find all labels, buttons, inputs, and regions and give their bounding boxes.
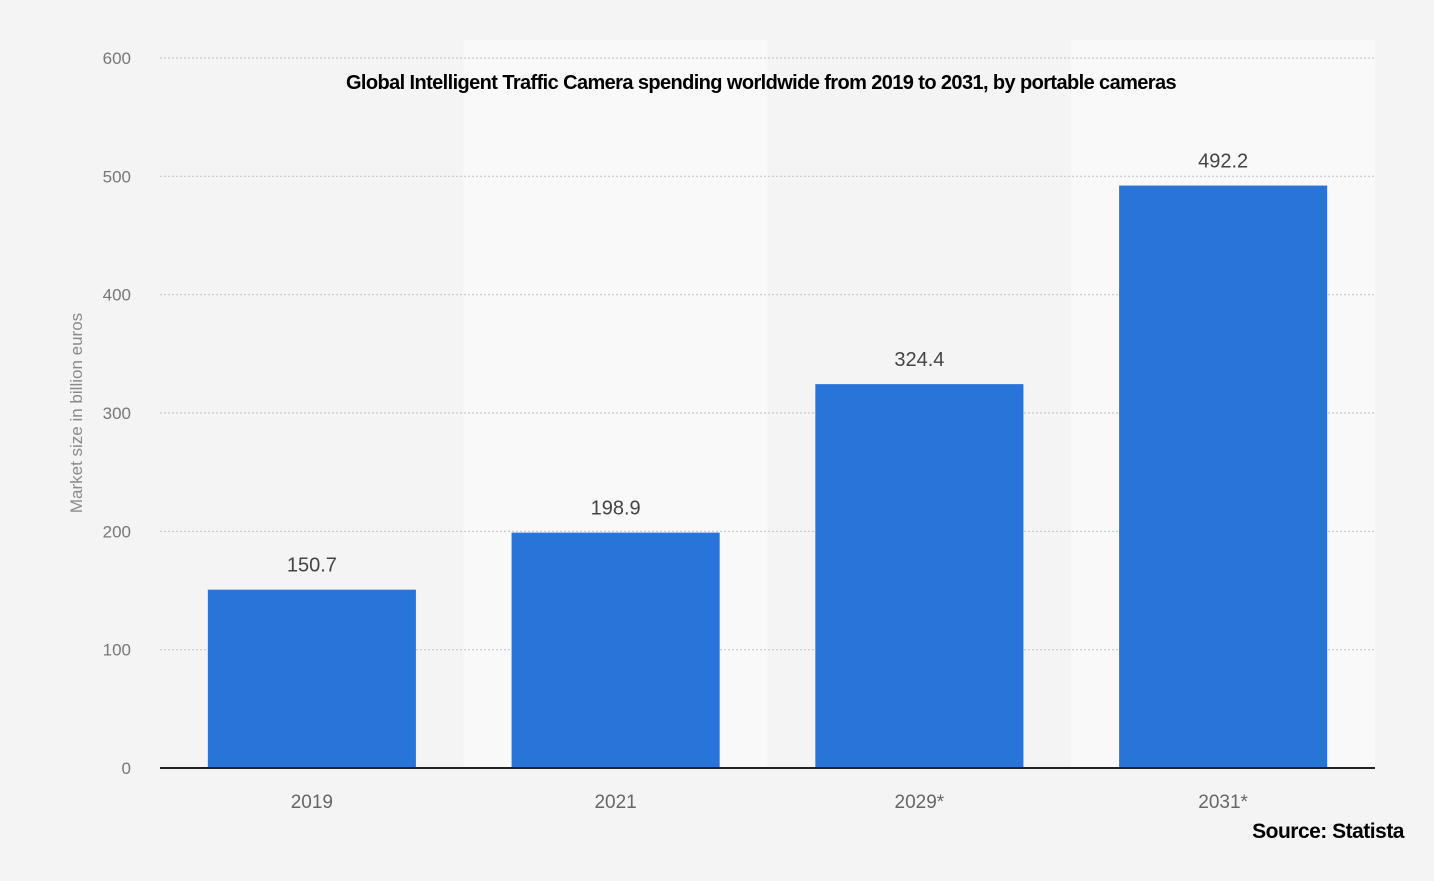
y-tick-label: 600 <box>103 49 131 68</box>
data-label: 492.2 <box>1198 151 1248 173</box>
data-label: 198.9 <box>591 498 641 520</box>
bar-2031-forecast <box>1119 185 1328 768</box>
y-tick-label: 200 <box>103 522 131 541</box>
x-tick-label: 2019 <box>291 792 333 813</box>
data-label: 150.7 <box>287 555 337 577</box>
bar-2021 <box>511 532 720 768</box>
source-note: Source: Statista <box>1252 820 1404 843</box>
y-tick-label: 0 <box>122 759 131 778</box>
bar-2019 <box>207 589 416 768</box>
x-tick-label: 2029* <box>895 792 945 813</box>
x-tick-label: 2031* <box>1198 792 1248 813</box>
data-label: 324.4 <box>894 349 944 371</box>
y-axis-label: Market size in billion euros <box>67 313 86 513</box>
y-tick-label: 400 <box>103 286 131 305</box>
y-tick-label: 500 <box>103 167 131 186</box>
bar-2029-forecast <box>815 384 1024 768</box>
chart-title: Global Intelligent Traffic Camera spendi… <box>345 72 1177 94</box>
y-tick-label: 100 <box>103 641 131 660</box>
y-tick-label: 300 <box>103 404 131 423</box>
x-tick-label: 2021 <box>594 792 636 813</box>
